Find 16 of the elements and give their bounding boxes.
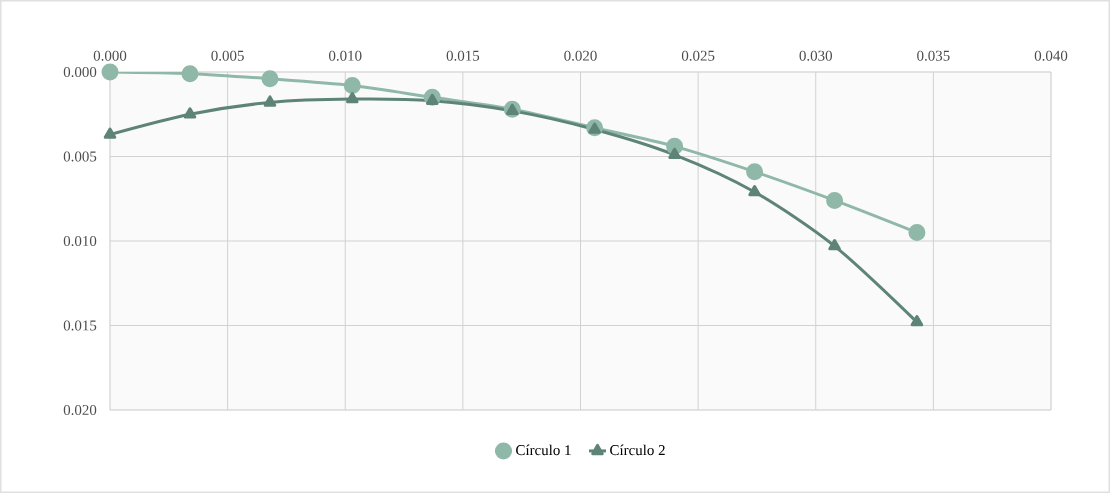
x-tick-label: 0.005 (211, 50, 244, 61)
x-tick-label: 0.015 (446, 50, 480, 61)
y-tick-label: 0.020 (63, 404, 97, 416)
x-tick-label: 0.035 (917, 50, 950, 61)
y-tick-label: 0.000 (63, 66, 97, 78)
x-tick-label: 0.040 (1034, 50, 1068, 61)
y-tick-label: 0.015 (63, 320, 97, 331)
y-tick-label: 0.010 (63, 235, 97, 247)
x-tick-label: 0.000 (93, 50, 127, 61)
x-tick-label: 0.025 (681, 50, 715, 61)
x-tick-label: 0.020 (564, 50, 597, 61)
x-tick-label: 0.010 (329, 50, 362, 61)
legend-label: Círculo 2 (610, 444, 665, 456)
x-tick-label: 0.030 (799, 50, 832, 61)
y-tick-label: 0.005 (63, 151, 97, 162)
legend-label: Círculo 1 (516, 444, 571, 456)
